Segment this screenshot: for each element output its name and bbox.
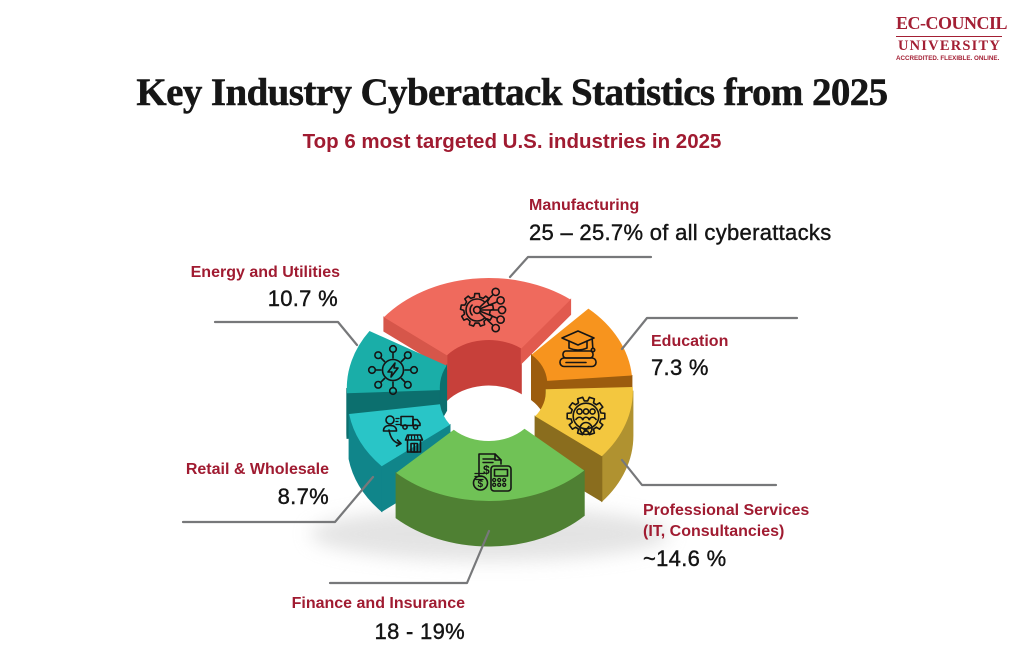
svg-text:$: $ (478, 479, 484, 490)
svg-text:$: $ (483, 463, 490, 477)
